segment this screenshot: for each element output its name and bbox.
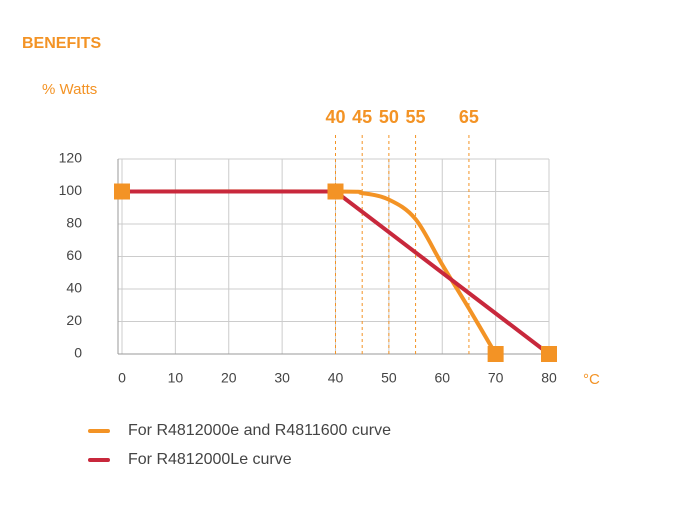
- x-tick-label: 10: [168, 370, 184, 386]
- reference-label: 55: [406, 107, 426, 127]
- reference-label: 45: [352, 107, 372, 127]
- x-tick-label: 80: [541, 370, 557, 386]
- point-marker: [541, 346, 557, 362]
- y-tick-label: 0: [74, 345, 82, 361]
- point-marker: [487, 346, 504, 362]
- reference-label: 50: [379, 107, 399, 127]
- x-tick-label: 60: [434, 370, 450, 386]
- x-tick-label: 40: [328, 370, 344, 386]
- x-tick-label: 0: [118, 370, 126, 386]
- x-tick-label: 50: [381, 370, 397, 386]
- x-tick-label: 70: [488, 370, 504, 386]
- y-tick-label: 40: [66, 280, 82, 296]
- y-tick-label: 20: [66, 312, 82, 328]
- y-tick-label: 80: [66, 215, 82, 231]
- x-tick-label: 30: [274, 370, 290, 386]
- point-marker: [327, 183, 344, 200]
- x-axis-label: °C: [583, 371, 600, 388]
- y-tick-label: 100: [59, 182, 83, 198]
- x-tick-label: 20: [221, 370, 237, 386]
- reference-label: 40: [325, 107, 345, 127]
- reference-label: 65: [459, 107, 479, 127]
- point-marker: [114, 183, 130, 200]
- header: BENEFITS: [22, 35, 101, 52]
- legend-label: For R4812000e and R4811600 curve: [128, 422, 391, 439]
- legend-label: For R4812000Le curve: [128, 451, 292, 468]
- y-axis-label: % Watts: [42, 81, 97, 98]
- y-tick-label: 120: [59, 150, 83, 166]
- y-tick-label: 60: [66, 247, 82, 263]
